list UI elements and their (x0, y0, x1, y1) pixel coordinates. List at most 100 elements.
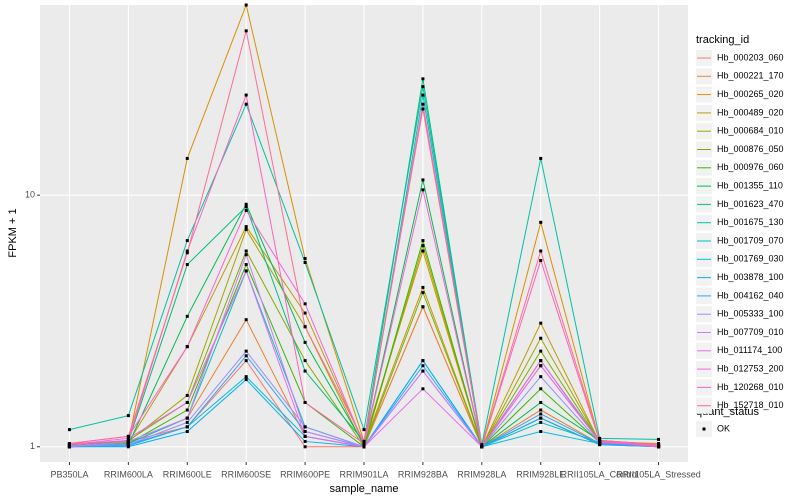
data-point (539, 412, 543, 416)
legend-title: tracking_id (696, 34, 749, 46)
legend-swatch (702, 427, 706, 431)
y-axis-label: FPKM + 1 (7, 208, 19, 257)
data-point (539, 416, 543, 420)
x-tick-label: PB350LA (50, 469, 88, 479)
data-point (185, 251, 189, 255)
data-point (185, 393, 189, 397)
data-point (539, 321, 543, 325)
legend-label: Hb_012753_200 (717, 363, 784, 373)
data-point (421, 244, 425, 248)
data-point (126, 434, 130, 438)
x-tick-label: RRIM928LA (457, 469, 506, 479)
data-point (539, 359, 543, 363)
data-point (185, 156, 189, 160)
data-point (421, 239, 425, 243)
x-tick-label: RRIM928LE (516, 469, 565, 479)
data-point (244, 263, 248, 267)
data-point (421, 77, 425, 81)
data-point (539, 220, 543, 224)
data-point (480, 445, 484, 449)
x-tick-label: RRIM901LA (339, 469, 388, 479)
legend-label: Hb_001675_130 (717, 217, 784, 227)
data-point (185, 314, 189, 318)
data-point (362, 442, 366, 446)
data-point (244, 378, 248, 382)
data-point (244, 318, 248, 322)
data-point (244, 93, 248, 97)
data-point (421, 369, 425, 373)
data-point (598, 436, 602, 440)
data-point (303, 430, 307, 434)
legend-label: Hb_000203_060 (717, 52, 784, 62)
data-point (539, 156, 543, 160)
data-point (421, 102, 425, 106)
data-point (539, 387, 543, 391)
data-point (185, 425, 189, 429)
data-point (244, 359, 248, 363)
legend-label: Hb_152718_010 (717, 400, 784, 410)
legend-label: Hb_000684_010 (717, 126, 784, 136)
legend-label: Hb_001709_070 (717, 235, 784, 245)
legend-label: Hb_120268_010 (717, 382, 784, 392)
x-axis-label: sample_name (329, 483, 398, 495)
data-point (303, 369, 307, 373)
x-tick-label: RRII105LA_Stressed (616, 469, 701, 479)
data-point (421, 178, 425, 182)
data-point (539, 364, 543, 368)
data-point (244, 375, 248, 379)
data-point (185, 416, 189, 420)
data-point (126, 438, 130, 442)
data-point (244, 354, 248, 358)
data-point (303, 400, 307, 404)
data-point (244, 253, 248, 257)
data-point (185, 400, 189, 404)
data-point (244, 29, 248, 33)
data-point (244, 228, 248, 232)
data-point (126, 443, 130, 447)
data-point (539, 430, 543, 434)
legend-label: Hb_001355_110 (717, 180, 783, 190)
data-point (303, 302, 307, 306)
y-tick-label: 1 (30, 441, 35, 451)
data-point (362, 428, 366, 432)
data-point (185, 408, 189, 412)
data-point (185, 345, 189, 349)
data-point (185, 239, 189, 243)
legend-label: Hb_004162_040 (717, 290, 784, 300)
x-tick-label: RRIM600LE (163, 469, 212, 479)
data-point (244, 225, 248, 229)
legend-label: Hb_000221_170 (717, 71, 784, 81)
data-point (421, 249, 425, 253)
data-point (303, 359, 307, 363)
data-point (185, 430, 189, 434)
legend-label: Hb_000489_020 (717, 107, 784, 117)
data-point (421, 188, 425, 192)
data-point (480, 443, 484, 447)
data-point (303, 425, 307, 429)
data-point (303, 261, 307, 265)
data-point (244, 249, 248, 253)
x-tick-label: RRIM600LA (104, 469, 153, 479)
data-point (67, 445, 71, 449)
data-point (185, 263, 189, 267)
data-point (303, 257, 307, 261)
data-point (598, 438, 602, 442)
x-tick-label: RRIM600SE (221, 469, 271, 479)
legend-label: Hb_000876_050 (717, 144, 784, 154)
x-tick-label: RRII105LA_Control (561, 469, 639, 479)
data-point (421, 364, 425, 368)
y-tick-label: 10 (25, 190, 35, 200)
data-point (539, 249, 543, 253)
data-point (244, 349, 248, 353)
data-point (421, 359, 425, 363)
legend-label: OK (717, 423, 730, 433)
data-point (362, 439, 366, 443)
legend-label: Hb_005333_100 (717, 309, 784, 319)
data-point (421, 305, 425, 309)
data-point (421, 387, 425, 391)
data-point (539, 259, 543, 263)
x-tick-label: RRIM928BA (398, 469, 448, 479)
data-point (362, 445, 366, 449)
legend-label: Hb_001769_030 (717, 254, 784, 264)
data-point (303, 311, 307, 315)
